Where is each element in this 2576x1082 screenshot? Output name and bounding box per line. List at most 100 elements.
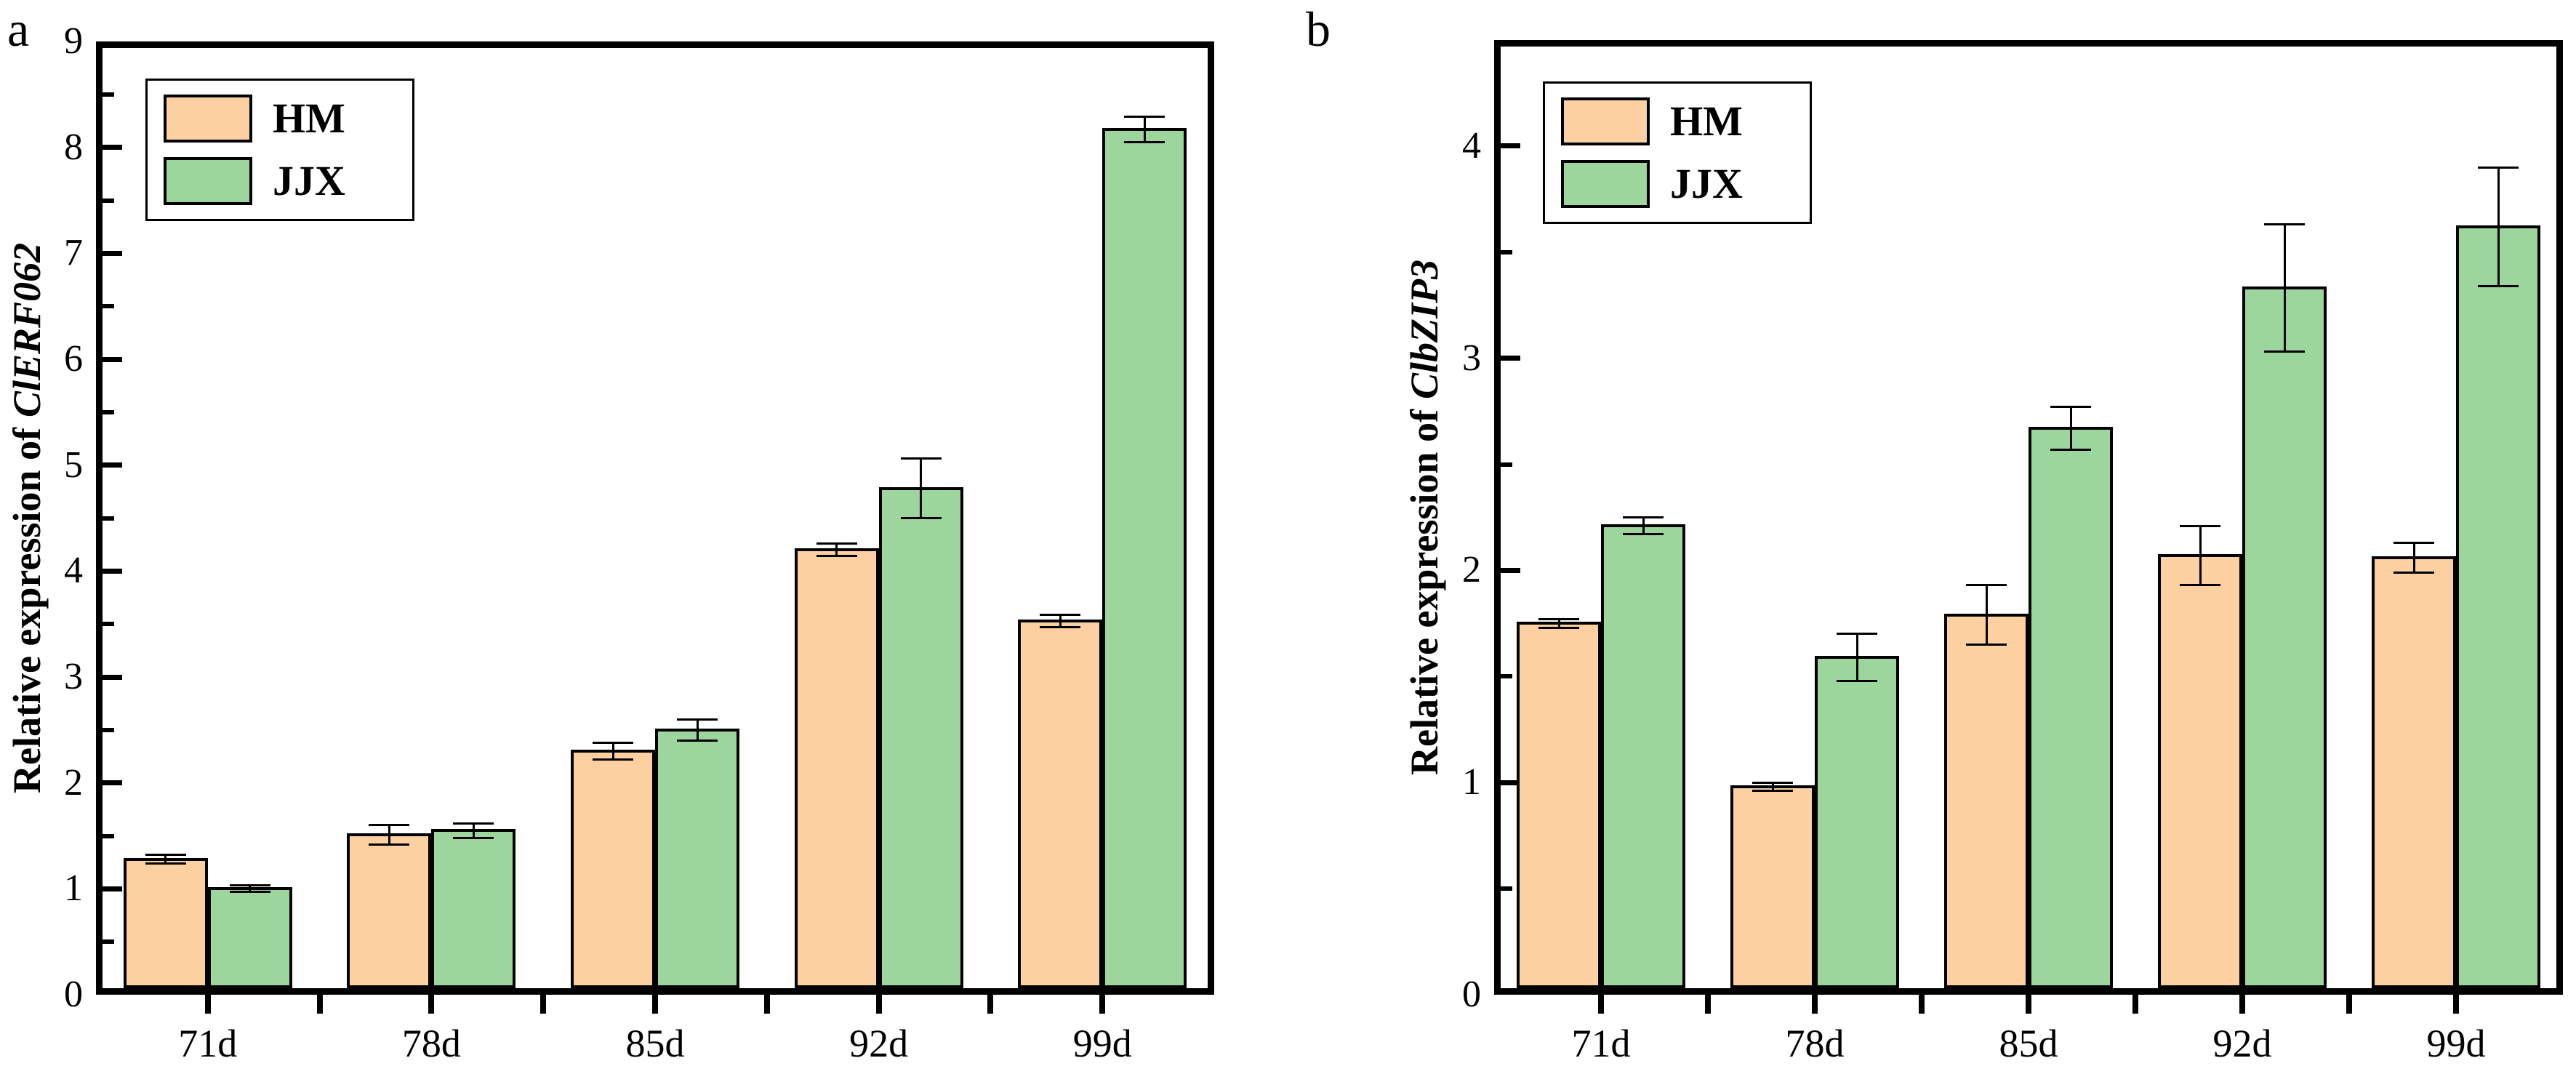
error-bar-cap-top [593, 741, 633, 744]
x-tick [652, 995, 658, 1014]
error-bar-cap-bottom [816, 555, 857, 558]
y-major-tick [103, 250, 122, 256]
error-bar-line [1985, 585, 1988, 645]
hm-label: HM [1670, 97, 1743, 145]
bar-hm-92d [794, 548, 879, 988]
bar-jjx-71d [207, 887, 292, 988]
error-bar-cap-top [229, 884, 270, 887]
y-minor-tick [103, 304, 114, 309]
error-bar-line [249, 885, 252, 892]
error-bar-cap-top [1124, 115, 1165, 118]
error-bar-cap-top [1538, 618, 1579, 621]
error-bar-cap-top [2050, 406, 2091, 409]
error-bar-line [164, 854, 167, 864]
error-bar-line [1143, 116, 1146, 143]
panel-b-legend: HM JJX [1543, 81, 1812, 224]
y-minor-tick [1501, 462, 1512, 467]
y-tick-label: 1 [64, 867, 83, 910]
x-tick-label: 92d [2212, 1022, 2272, 1065]
hm-swatch [164, 95, 252, 143]
error-bar-cap-top [2478, 166, 2519, 169]
y-minor-tick [103, 516, 114, 521]
error-bar-line [472, 823, 475, 838]
bar-hm-71d [123, 857, 208, 988]
jjx-swatch [1561, 160, 1650, 208]
x-tick [1919, 995, 1925, 1014]
error-bar-line [1642, 517, 1645, 534]
error-bar-line [1059, 614, 1062, 628]
y-minor-tick [103, 939, 114, 945]
y-major-tick [103, 886, 122, 891]
y-tick-label: 0 [64, 974, 83, 1015]
error-bar-cap-bottom [1623, 533, 1664, 536]
error-bar-cap-bottom [2264, 350, 2305, 353]
error-bar-cap-bottom [1538, 626, 1579, 629]
error-bar-cap-bottom [2050, 448, 2091, 451]
error-bar-cap-top [2180, 524, 2220, 527]
legend-item-jjx: JJX [164, 157, 396, 205]
y-major-tick [103, 145, 122, 151]
error-bar-cap-bottom [1124, 140, 1165, 143]
x-tick-label: 99d [1072, 1022, 1132, 1065]
bar-hm-78d [347, 833, 432, 988]
error-bar-cap-bottom [2394, 571, 2434, 574]
y-tick-label: 9 [64, 20, 83, 62]
error-bar-line [1855, 633, 1858, 681]
error-bar-cap-bottom [1966, 644, 2007, 646]
jjx-swatch [164, 157, 252, 205]
error-bar-cap-bottom [677, 739, 718, 742]
error-bar-cap-bottom [1752, 790, 1793, 793]
error-bar-cap-bottom [229, 891, 270, 894]
x-tick-label: 99d [2426, 1022, 2486, 1065]
y-tick-label: 8 [64, 126, 83, 168]
error-bar-cap-top [677, 718, 718, 721]
error-bar-line [2412, 542, 2415, 573]
x-tick [540, 995, 547, 1014]
y-major-tick [1501, 780, 1520, 785]
panel-a-plot-frame [96, 41, 1214, 995]
error-bar-line [920, 458, 923, 518]
y-tick-label: 1 [1462, 761, 1481, 804]
panel-a-legend: HM JJX [145, 79, 414, 221]
x-tick [1812, 995, 1818, 1014]
error-bar-cap-bottom [2180, 584, 2220, 587]
error-bar-cap-bottom [1837, 679, 1877, 682]
bar-jjx-78d [431, 829, 516, 988]
error-bar-cap-bottom [1040, 626, 1081, 629]
bar-jjx-99d [1102, 127, 1187, 988]
x-tick [2453, 995, 2459, 1014]
bar-hm-85d [1944, 613, 2029, 988]
y-minor-tick [103, 622, 114, 627]
bar-jjx-85d [2029, 426, 2113, 988]
y-tick-label: 2 [64, 761, 83, 804]
error-bar-cap-bottom [145, 862, 186, 865]
x-tick [204, 995, 211, 1014]
x-tick-label: 78d [1785, 1022, 1845, 1065]
x-tick-label: 85d [1999, 1022, 2058, 1065]
y-major-tick [103, 356, 122, 362]
x-tick [2239, 995, 2245, 1014]
legend-item-jjx: JJX [1561, 160, 1794, 208]
panel-b-label: b [1306, 1, 1331, 57]
y-tick-label: 4 [1462, 124, 1481, 167]
x-tick-label: 71d [1571, 1022, 1631, 1065]
error-bar-line [696, 719, 699, 741]
error-bar-line [1557, 619, 1560, 628]
bar-hm-92d [2158, 554, 2242, 988]
x-tick-label: 71d [178, 1022, 238, 1065]
error-bar-line [835, 543, 838, 556]
y-tick-label: 6 [64, 338, 83, 380]
x-tick-label: 92d [849, 1022, 909, 1065]
y-tick-label: 5 [64, 444, 83, 486]
y-minor-tick [103, 833, 114, 838]
y-tick-label: 3 [1462, 337, 1481, 379]
x-tick [2026, 995, 2031, 1014]
hm-label: HM [273, 95, 345, 142]
